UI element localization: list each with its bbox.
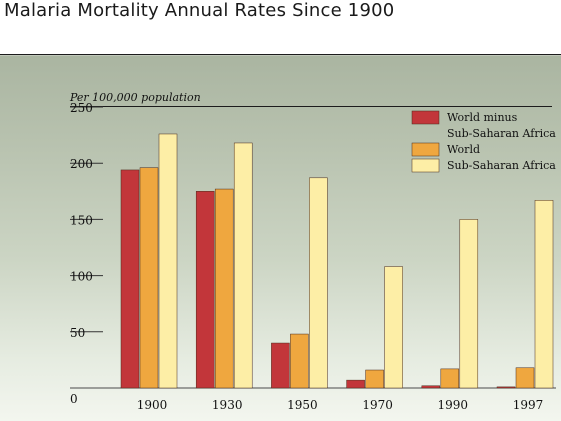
bar bbox=[346, 379, 365, 389]
legend-label: Sub-Saharan Africa bbox=[447, 159, 556, 172]
bar bbox=[139, 167, 159, 389]
bar bbox=[459, 219, 479, 389]
y-tick-label: 50 bbox=[70, 326, 85, 340]
bar bbox=[233, 142, 253, 389]
bar bbox=[534, 200, 554, 389]
x-tick-label: 1970 bbox=[362, 398, 393, 412]
x-tick-label: 1930 bbox=[212, 398, 243, 412]
bar bbox=[195, 191, 215, 389]
y-tick-label: 250 bbox=[70, 101, 93, 115]
title-divider bbox=[0, 54, 561, 55]
y-tick-label: 200 bbox=[70, 157, 93, 171]
bar bbox=[421, 385, 441, 389]
legend-swatch bbox=[411, 110, 440, 125]
bar bbox=[515, 367, 535, 389]
legend-label: World bbox=[447, 143, 480, 156]
bar bbox=[214, 188, 234, 389]
bar bbox=[290, 333, 309, 389]
x-tick-label: 1900 bbox=[137, 398, 168, 412]
bar bbox=[158, 133, 178, 389]
bar bbox=[496, 386, 516, 389]
y-tick-label: 0 bbox=[70, 392, 78, 406]
bar-series bbox=[120, 133, 554, 389]
bar bbox=[365, 369, 384, 389]
x-tick-label: 1997 bbox=[513, 398, 544, 412]
legend: World minus Sub-Saharan Africa World Sub-Sa… bbox=[411, 110, 556, 173]
bar bbox=[309, 177, 328, 389]
y-axis-units-label: Per 100,000 population bbox=[70, 91, 201, 104]
x-tick-label: 1950 bbox=[287, 398, 318, 412]
legend-label: World minus bbox=[447, 111, 518, 124]
y-tick-label: 100 bbox=[70, 270, 93, 284]
bar bbox=[271, 342, 290, 389]
bar bbox=[440, 368, 460, 389]
legend-swatch bbox=[411, 158, 440, 173]
bar bbox=[384, 266, 403, 389]
x-axis: 1900 1930 1950 1970 1990 1997 bbox=[137, 398, 544, 412]
legend-label: Sub-Saharan Africa bbox=[447, 127, 556, 140]
units-divider bbox=[70, 106, 552, 107]
chart-title: Malaria Mortality Annual Rates Since 190… bbox=[4, 0, 395, 21]
x-tick-label: 1990 bbox=[438, 398, 469, 412]
y-tick-label: 150 bbox=[70, 213, 93, 227]
bar bbox=[120, 169, 140, 389]
legend-swatch bbox=[411, 142, 440, 157]
